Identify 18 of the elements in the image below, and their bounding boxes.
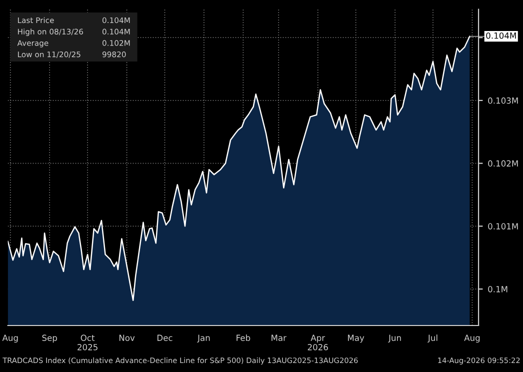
x-tick-label: Mar [272, 334, 286, 341]
x-tick-label: Sep [42, 334, 57, 343]
y-tick-label: 0.102M [488, 160, 518, 167]
y-tick-label: 0.103M [488, 97, 518, 104]
annotation: 0.104M [486, 32, 516, 39]
y-tick-label: 0.1M [488, 286, 508, 292]
x-tick-label: Nov [119, 334, 135, 341]
x-tick-label: Jan [197, 334, 210, 343]
x-tick-label: Feb [236, 334, 250, 341]
x-tick-label: Jul [428, 334, 438, 343]
x-tick-label: Jun [388, 334, 401, 343]
x-tick-label: Dec [158, 334, 172, 341]
x-tick-label: Aug [464, 334, 480, 343]
x-tick-label: Oct 2025 [78, 334, 98, 350]
y-tick-label: 0.101M [488, 223, 518, 230]
x-tick-label: Apr 2026 [308, 334, 328, 350]
x-tick-label: May [348, 334, 364, 343]
x-tick-label: Aug [2, 334, 18, 343]
